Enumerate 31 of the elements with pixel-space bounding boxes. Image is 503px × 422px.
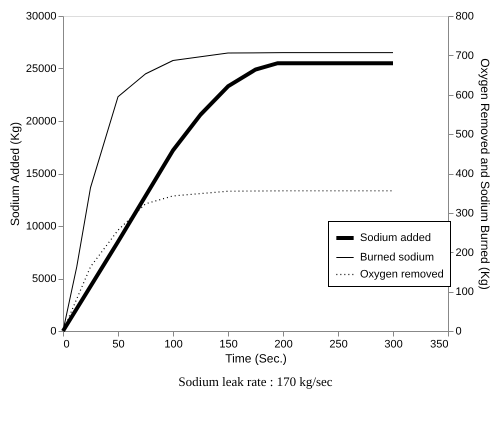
y2-tick-label: 400: [456, 168, 474, 180]
text: Sodium leak rate : 170 kg/sec: [178, 374, 333, 389]
y2-tick-label: 0: [456, 326, 462, 338]
y2-tick-label: 100: [456, 286, 474, 298]
y-tick-label: 10000: [26, 220, 56, 232]
y2-tick-label: 600: [456, 89, 474, 102]
x-axis-title: Time (Sec.): [225, 352, 287, 366]
y2-tick-label: 200: [456, 246, 474, 259]
y2-tick-label: 800: [456, 10, 474, 22]
y-tick-label: 15000: [26, 168, 56, 180]
x-tick-label: 0: [64, 338, 70, 350]
legend-label: Oxygen removed: [360, 268, 444, 280]
x-tick-label: 200: [274, 338, 293, 350]
x-tick-label: 350: [430, 338, 448, 350]
legend-label: Burned sodium: [360, 252, 434, 264]
y2-tick-label: 700: [456, 50, 474, 62]
y-tick-label: 25000: [26, 63, 56, 75]
y-axis-title: Sodium Added (Kg): [8, 122, 22, 226]
x-tick-label: 300: [384, 338, 403, 350]
y-tick-label: 0: [50, 326, 56, 338]
x-tick-label: 250: [329, 338, 348, 350]
x-tick-label: 50: [112, 338, 125, 350]
legend-label: Sodium added: [360, 232, 431, 244]
x-tick-label: 150: [219, 338, 238, 350]
y2-tick-label: 300: [456, 207, 474, 220]
x-tick-label: 100: [164, 338, 183, 350]
y2-axis-title: Oxygen Removed and Sodium Burned (Kg): [478, 58, 492, 290]
y-tick-label: 20000: [26, 116, 56, 128]
y-tick-label: 5000: [32, 273, 56, 285]
y2-tick-label: 500: [456, 128, 474, 141]
y-tick-label: 30000: [26, 10, 56, 22]
